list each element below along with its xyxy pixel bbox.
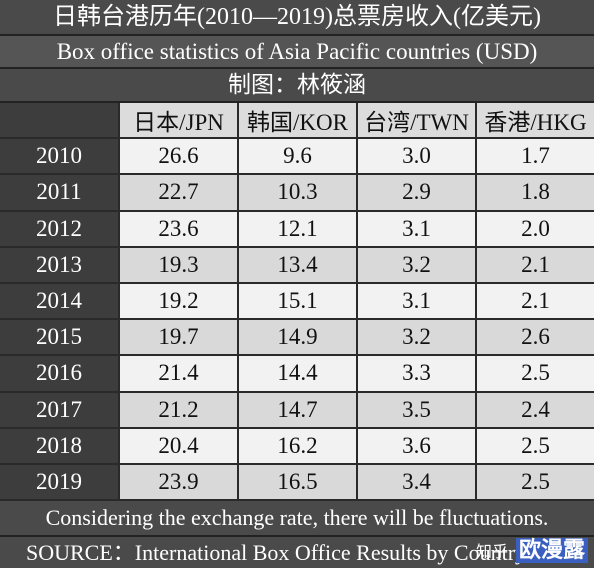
data-row: 2011 22.7 10.3 2.9 1.8 — [0, 175, 594, 212]
column-header: 韩国/KOR — [237, 103, 356, 138]
value-cell: 2.1 — [475, 247, 594, 282]
value-cell: 2.5 — [475, 356, 594, 391]
title: 日韩台港历年(2010—2019)总票房收入(亿美元) — [0, 0, 594, 36]
value-cell: 3.1 — [356, 283, 475, 319]
value-cell: 14.9 — [237, 320, 356, 355]
value-cell: 23.6 — [118, 211, 237, 246]
value-cell: 1.7 — [475, 139, 594, 174]
credit: 制图：林筱涵 — [0, 69, 594, 103]
subtitle: Box office statistics of Asia Pacific co… — [0, 36, 594, 69]
value-cell: 23.9 — [118, 464, 237, 500]
column-header: 日本/JPN — [118, 103, 237, 138]
year-cell: 2013 — [0, 247, 118, 282]
value-cell: 2.5 — [475, 428, 594, 463]
data-row: 2016 21.4 14.4 3.3 2.5 — [0, 356, 594, 393]
value-cell: 19.7 — [118, 320, 237, 355]
value-cell: 3.2 — [356, 320, 475, 355]
year-cell: 2018 — [0, 428, 118, 463]
value-cell: 15.1 — [237, 283, 356, 319]
value-cell: 3.5 — [356, 392, 475, 427]
value-cell: 3.1 — [356, 211, 475, 246]
value-cell: 10.3 — [237, 175, 356, 210]
year-cell: 2010 — [0, 139, 118, 174]
column-header: 台湾/TWN — [356, 103, 475, 138]
year-cell: 2015 — [0, 320, 118, 355]
data-table: 日本/JPN 韩国/KOR 台湾/TWN 香港/HKG 2010 26.6 9.6 3.0 1.… — [0, 103, 594, 502]
data-row: 2010 26.6 9.6 3.0 1.7 — [0, 139, 594, 176]
value-cell: 2.4 — [475, 392, 594, 427]
value-cell: 2.9 — [356, 175, 475, 210]
value-cell: 9.6 — [237, 139, 356, 174]
data-row: 2018 20.4 16.2 3.6 2.5 — [0, 428, 594, 465]
value-cell: 16.2 — [237, 428, 356, 463]
data-row: 2012 23.6 12.1 3.1 2.0 — [0, 211, 594, 248]
watermark-author: 欧漫露 — [515, 538, 588, 563]
value-cell: 19.3 — [118, 247, 237, 282]
year-cell: 2014 — [0, 283, 118, 319]
value-cell: 14.4 — [237, 356, 356, 391]
year-cell: 2019 — [0, 464, 118, 500]
corner-cell — [0, 103, 118, 138]
data-row: 2013 19.3 13.4 3.2 2.1 — [0, 247, 594, 284]
year-cell: 2011 — [0, 175, 118, 210]
value-cell: 21.4 — [118, 356, 237, 391]
value-cell: 3.2 — [356, 247, 475, 282]
value-cell: 12.1 — [237, 211, 356, 246]
value-cell: 16.5 — [237, 464, 356, 500]
year-cell: 2016 — [0, 356, 118, 391]
column-header: 香港/HKG — [475, 103, 594, 138]
data-row: 2019 23.9 16.5 3.4 2.5 — [0, 464, 594, 502]
value-cell: 14.7 — [237, 392, 356, 427]
data-row: 2015 19.7 14.9 3.2 2.6 — [0, 320, 594, 357]
value-cell: 13.4 — [237, 247, 356, 282]
value-cell: 22.7 — [118, 175, 237, 210]
data-row: 2017 21.2 14.7 3.5 2.4 — [0, 392, 594, 429]
value-cell: 26.6 — [118, 139, 237, 174]
data-row: 2014 19.2 15.1 3.1 2.1 — [0, 283, 594, 321]
footer-source: SOURCE：International Box Office Results … — [0, 537, 594, 568]
year-cell: 2017 — [0, 392, 118, 427]
watermark-site: 知乎 — [475, 542, 508, 561]
value-cell: 3.6 — [356, 428, 475, 463]
value-cell: 2.1 — [475, 283, 594, 319]
value-cell: 3.0 — [356, 139, 475, 174]
value-cell: 2.6 — [475, 320, 594, 355]
header-row: 日本/JPN 韩国/KOR 台湾/TWN 香港/HKG — [0, 103, 594, 140]
footer-note: Considering the exchange rate, there wil… — [0, 501, 594, 537]
value-cell: 19.2 — [118, 283, 237, 319]
value-cell: 2.0 — [475, 211, 594, 246]
value-cell: 3.3 — [356, 356, 475, 391]
watermark: 知乎 欧漫露 — [476, 532, 588, 564]
value-cell: 3.4 — [356, 464, 475, 500]
year-cell: 2012 — [0, 211, 118, 246]
value-cell: 1.8 — [475, 175, 594, 210]
value-cell: 21.2 — [118, 392, 237, 427]
value-cell: 20.4 — [118, 428, 237, 463]
value-cell: 2.5 — [475, 464, 594, 500]
